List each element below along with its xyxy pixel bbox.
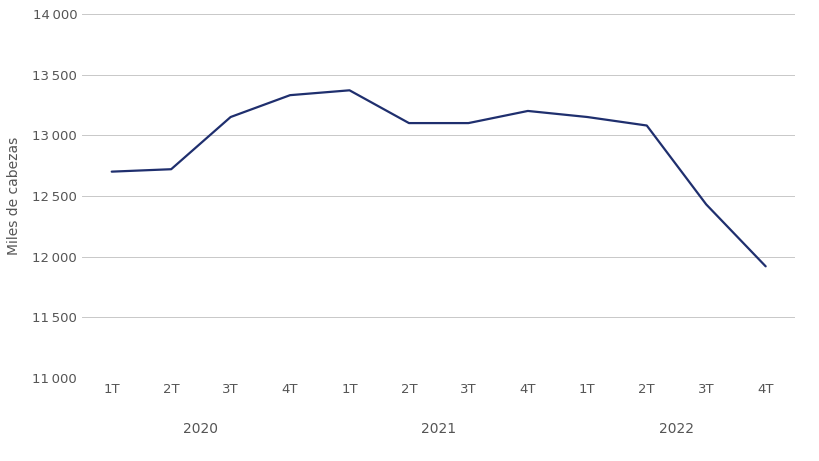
Y-axis label: Miles de cabezas: Miles de cabezas bbox=[7, 137, 21, 255]
Text: 2022: 2022 bbox=[658, 422, 693, 437]
Text: 2020: 2020 bbox=[183, 422, 218, 437]
Text: 2021: 2021 bbox=[421, 422, 455, 437]
